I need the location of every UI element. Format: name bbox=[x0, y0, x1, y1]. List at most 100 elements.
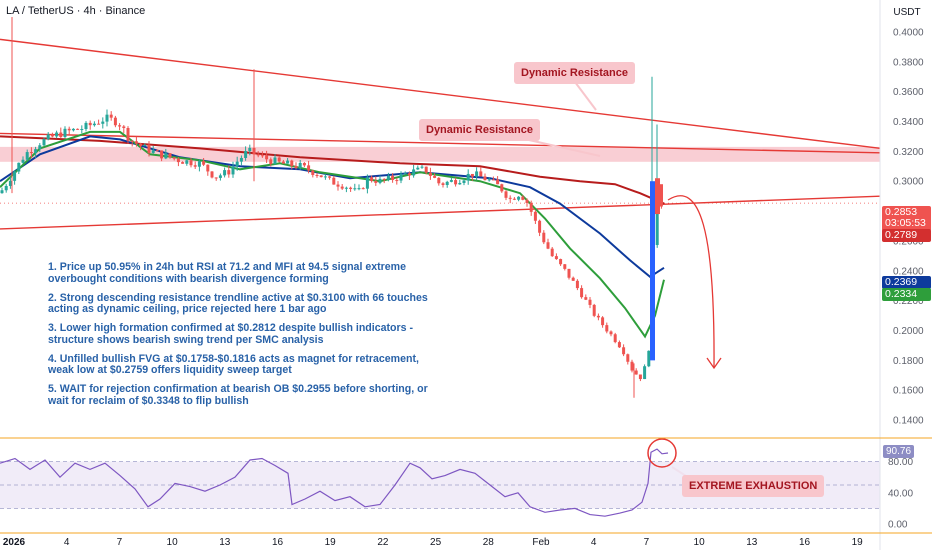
candle-body bbox=[176, 158, 180, 163]
time-tick-label: 10 bbox=[167, 537, 179, 548]
candle-body bbox=[420, 166, 424, 168]
candle-body bbox=[386, 175, 390, 180]
time-tick-label: 10 bbox=[694, 537, 706, 548]
candle-body bbox=[202, 161, 206, 165]
candle-body bbox=[286, 160, 290, 164]
candle-body bbox=[239, 157, 243, 162]
candle-body bbox=[105, 114, 109, 122]
candle-body bbox=[168, 153, 172, 158]
candle-body bbox=[533, 211, 537, 221]
candle-body bbox=[13, 171, 17, 181]
price-tick-label: 0.3200 bbox=[893, 147, 924, 158]
price-tick-label: 0.3800 bbox=[893, 57, 924, 68]
candle-body bbox=[622, 347, 626, 355]
trendline-dynamic-resistance-2 bbox=[0, 132, 881, 154]
candle-body bbox=[273, 157, 277, 165]
candle-body bbox=[638, 374, 642, 380]
candle-body bbox=[302, 162, 306, 166]
candle-body bbox=[34, 149, 38, 154]
candle-body-spike bbox=[650, 181, 655, 361]
candle-body bbox=[231, 166, 235, 175]
annotation-arrows bbox=[667, 195, 722, 370]
candle-body bbox=[542, 232, 546, 243]
candle-body bbox=[315, 175, 319, 177]
candle-body bbox=[462, 180, 466, 183]
time-tick-label: Feb bbox=[532, 537, 550, 548]
note-3: 3. Lower high formation confirmed at $0.… bbox=[48, 322, 413, 346]
candle-body bbox=[403, 173, 407, 175]
candle-body bbox=[4, 185, 8, 191]
candle-body bbox=[378, 178, 382, 183]
candle-body bbox=[17, 162, 21, 172]
candle-body bbox=[496, 179, 500, 185]
candle-body bbox=[470, 173, 474, 177]
candle-body bbox=[454, 180, 458, 185]
candle-body bbox=[193, 165, 197, 167]
candle-body bbox=[307, 165, 311, 171]
time-tick-label: 19 bbox=[325, 537, 337, 548]
candle-body bbox=[8, 180, 12, 186]
candle-body bbox=[546, 242, 550, 249]
rsi-line bbox=[0, 448, 669, 517]
candle-body bbox=[634, 370, 638, 375]
ma-blue-tag: 0.2369 bbox=[882, 276, 931, 289]
candle-body bbox=[97, 123, 101, 125]
candle-body bbox=[256, 154, 260, 156]
candle-body bbox=[67, 128, 71, 131]
candle-body bbox=[353, 188, 357, 190]
projection-arrow bbox=[667, 195, 715, 369]
candle-body bbox=[181, 162, 185, 164]
price-tick-label: 0.3600 bbox=[893, 87, 924, 98]
candle-body bbox=[487, 179, 491, 181]
candle-body bbox=[525, 199, 529, 203]
time-tick-label: 13 bbox=[746, 537, 758, 548]
rsi-value-tag: 90.76 bbox=[883, 445, 915, 458]
candle-body bbox=[437, 177, 441, 184]
candle-body bbox=[134, 141, 138, 144]
last-price: 0.2853 bbox=[885, 206, 918, 218]
price-tick-label: 0.2000 bbox=[893, 326, 924, 337]
time-tick-label: 16 bbox=[272, 537, 284, 548]
candle-body bbox=[294, 165, 298, 168]
note-5: 5. WAIT for rejection confirmation at be… bbox=[48, 383, 428, 407]
candle-body bbox=[92, 123, 96, 126]
candle-body bbox=[592, 304, 596, 316]
candle-body bbox=[147, 144, 151, 153]
candle-body bbox=[550, 248, 554, 257]
time-tick-label: 28 bbox=[483, 537, 495, 548]
bar-countdown: 03:05:53 bbox=[885, 217, 926, 229]
candle-body bbox=[235, 161, 239, 167]
candle-body bbox=[433, 175, 437, 178]
candle-body bbox=[29, 152, 33, 154]
candle-body bbox=[38, 145, 42, 150]
time-tick-label: 22 bbox=[377, 537, 389, 548]
candle-body bbox=[277, 157, 281, 162]
time-tick-label: 7 bbox=[644, 537, 650, 548]
candle-body bbox=[391, 175, 395, 181]
candle-body bbox=[412, 169, 416, 176]
candle-body bbox=[424, 166, 428, 173]
currency-label[interactable]: USDT bbox=[893, 6, 921, 18]
candle-body-last bbox=[655, 178, 660, 215]
time-tick-label: 13 bbox=[219, 537, 231, 548]
candle-body bbox=[580, 288, 584, 298]
candle-body bbox=[76, 128, 80, 130]
candle-body bbox=[185, 160, 189, 164]
candle-body bbox=[227, 170, 231, 175]
callout-dynamic-resistance-mid: Dynamic Resistance bbox=[419, 119, 540, 141]
rsi-tick-label: 0.00 bbox=[888, 520, 908, 531]
candle-body bbox=[407, 173, 411, 176]
candle-body bbox=[630, 361, 634, 371]
candle-body bbox=[172, 157, 176, 159]
candle-body bbox=[554, 256, 558, 260]
callout-extreme-exhaustion: EXTREME EXHAUSTION bbox=[682, 475, 825, 497]
price-tick-label: 0.1800 bbox=[893, 356, 924, 367]
time-tick-label: 4 bbox=[64, 537, 70, 548]
note-1: 1. Price up 50.95% in 24h but RSI at 71.… bbox=[48, 261, 406, 285]
candle-body bbox=[449, 180, 453, 182]
candle-body bbox=[84, 122, 88, 130]
rsi-peak-highlight bbox=[647, 438, 677, 468]
candle-body bbox=[567, 268, 571, 278]
price-layer bbox=[0, 16, 663, 398]
